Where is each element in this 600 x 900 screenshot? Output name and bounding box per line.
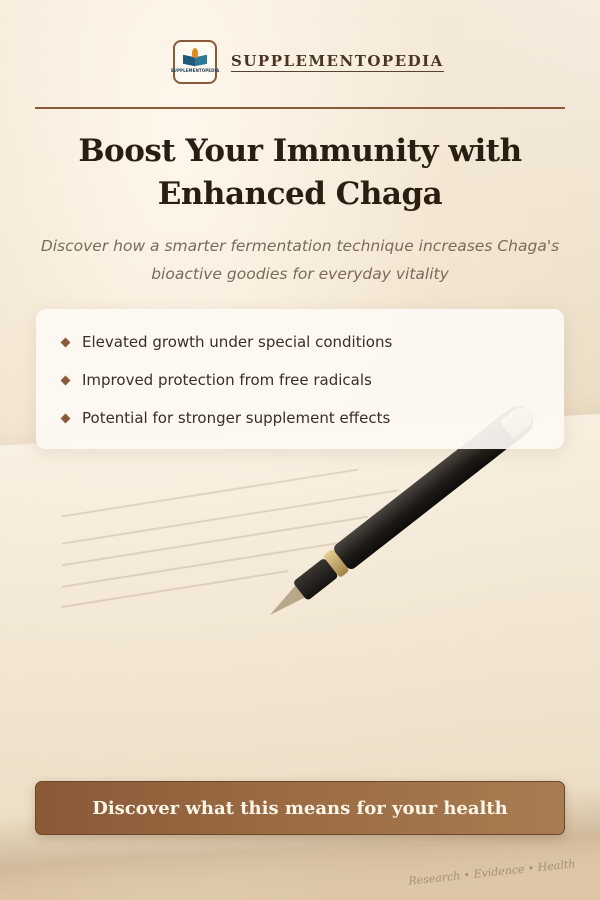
brand-header[interactable]: SUPPLEMENTOPEDIA SUPPLEMENTOPEDIA xyxy=(170,40,444,84)
logo-icon[interactable]: SUPPLEMENTOPEDIA xyxy=(170,40,220,84)
diamond-bullet-icon xyxy=(60,375,71,385)
subtitle: Discover how a smarter fermentation tech… xyxy=(40,237,560,283)
title-line-2: Enhanced Chaga xyxy=(157,176,443,212)
cta-button[interactable]: Discover what this means for your health xyxy=(35,781,565,835)
logo-text: SUPPLEMENTOPEDIA xyxy=(170,68,220,73)
list-item: Potential for stronger supplement effect… xyxy=(60,399,564,437)
benefit-text: Elevated growth under special conditions xyxy=(82,333,393,351)
benefits-card: Elevated growth under special conditions… xyxy=(36,309,564,449)
page-title: Boost Your Immunity with Enhanced Chaga xyxy=(30,130,570,216)
list-item: Improved protection from free radicals xyxy=(60,361,564,399)
diamond-bullet-icon xyxy=(60,337,71,347)
title-line-1: Boost Your Immunity with xyxy=(78,133,522,169)
benefit-text: Improved protection from free radicals xyxy=(82,371,372,389)
header-divider xyxy=(35,107,565,109)
benefits-list: Elevated growth under special conditions… xyxy=(60,323,564,437)
flame-icon xyxy=(192,48,198,58)
list-item: Elevated growth under special conditions xyxy=(60,323,564,361)
book-with-flame-icon xyxy=(183,48,207,67)
benefit-text: Potential for stronger supplement effect… xyxy=(82,409,391,427)
diamond-bullet-icon xyxy=(60,413,71,423)
brand-name[interactable]: SUPPLEMENTOPEDIA xyxy=(231,52,444,72)
footer-tagline: Research • Evidence • Health xyxy=(408,857,577,888)
